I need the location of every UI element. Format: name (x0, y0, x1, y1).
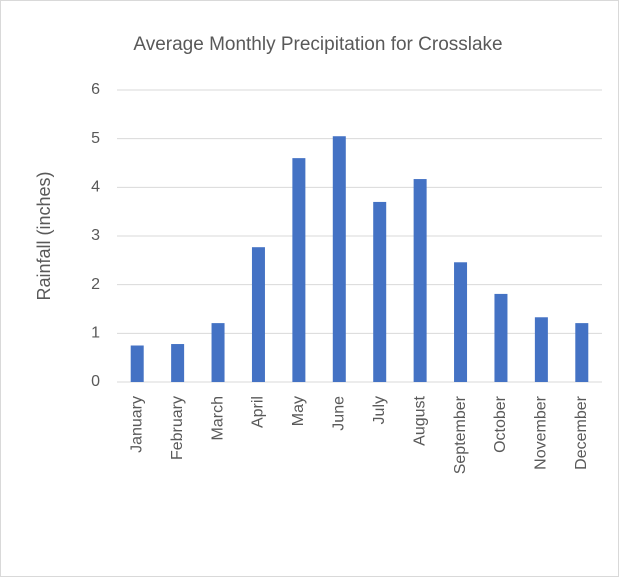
y-tick-label: 2 (91, 276, 100, 293)
x-tick-label: August (411, 395, 428, 445)
bar (413, 179, 427, 382)
y-tick-label: 1 (91, 325, 100, 342)
y-tick-label: 4 (91, 179, 100, 196)
bar (130, 345, 144, 382)
x-tick-label: February (169, 396, 186, 460)
x-tick-label: October (492, 395, 509, 453)
y-tick-label: 5 (91, 130, 100, 147)
y-tick-label: 6 (91, 81, 100, 98)
bar (454, 262, 468, 382)
bar (211, 323, 225, 382)
y-tick-label: 3 (91, 227, 100, 244)
x-tick-label: January (128, 396, 145, 453)
x-tick-label: November (533, 395, 550, 469)
x-tick-label: December (573, 395, 590, 469)
bar (373, 201, 387, 382)
y-axis-label: Rainfall (inches) (34, 171, 54, 300)
x-tick-label: March (209, 396, 226, 440)
x-tick-label: June (331, 396, 348, 431)
bar (332, 136, 346, 382)
bar (534, 317, 548, 382)
bar (494, 293, 508, 382)
x-tick-label: May (290, 396, 307, 426)
bar (575, 323, 589, 382)
x-tick-label: April (250, 396, 267, 428)
chart-title: Average Monthly Precipitation for Crossl… (133, 34, 502, 55)
x-tick-label: July (371, 396, 388, 424)
bar (171, 344, 185, 382)
x-tick-label: September (452, 395, 469, 474)
bar (292, 158, 306, 382)
y-tick-label: 0 (91, 373, 100, 390)
bar (251, 247, 265, 382)
